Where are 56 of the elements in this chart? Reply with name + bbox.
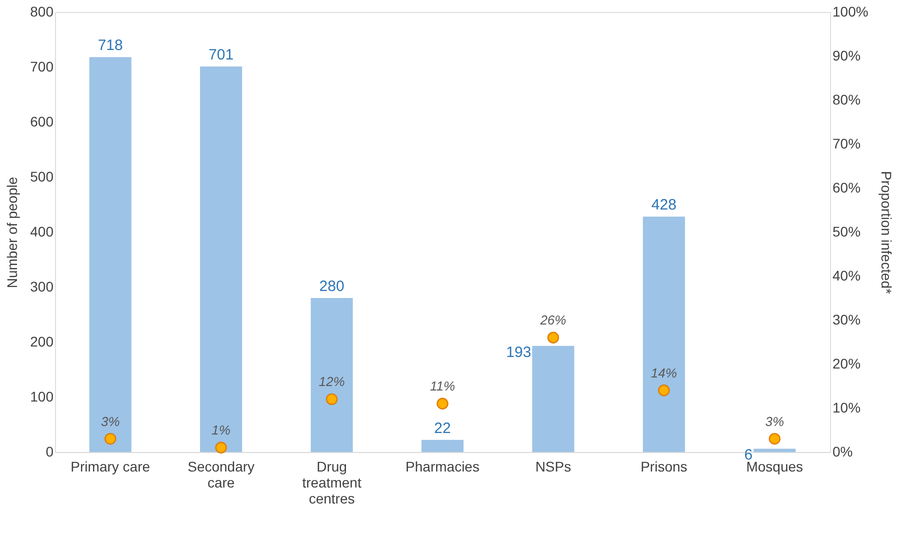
- data-label: 280: [319, 278, 344, 295]
- data-label: 26%: [539, 312, 566, 328]
- y2-tick-label: 80%: [832, 92, 861, 108]
- data-label: 3%: [765, 414, 784, 429]
- bar: [754, 448, 796, 452]
- x-tick-label: Pharmacies: [406, 458, 480, 474]
- bar: [200, 66, 242, 452]
- y2-tick-label: 20%: [832, 356, 861, 372]
- y2-axis-title: Proportion infected*: [878, 171, 894, 295]
- bar: [532, 346, 574, 452]
- point: [658, 384, 670, 396]
- y2-tick-label: 50%: [832, 224, 861, 240]
- point: [768, 432, 780, 445]
- bar: [642, 216, 685, 452]
- y2-tick-label: 100%: [832, 4, 868, 20]
- point: [326, 393, 338, 406]
- x-tick-label: NSPs: [535, 458, 572, 474]
- data-label: 12%: [318, 374, 345, 390]
- x-tick-label: Mosques: [746, 458, 804, 474]
- y-tick-label: 700: [30, 58, 54, 74]
- point: [547, 332, 560, 344]
- bar: [310, 298, 353, 452]
- y2-tick-label: 30%: [832, 312, 861, 328]
- y-tick-label: 400: [30, 224, 54, 240]
- data-label: 701: [208, 46, 234, 64]
- y-tick-label: 800: [30, 4, 54, 20]
- y-tick-label: 500: [30, 168, 54, 184]
- y2-tick-label: 40%: [832, 268, 861, 284]
- x-tick-label: Secondary care: [188, 458, 255, 490]
- x-tick-label: Drug treatment centres: [302, 458, 362, 506]
- point: [104, 432, 116, 445]
- point: [215, 442, 227, 454]
- y-tick-label: 300: [30, 278, 54, 294]
- y2-tick-label: 90%: [832, 48, 861, 64]
- point: [436, 398, 448, 410]
- x-tick-label: Prisons: [640, 458, 688, 474]
- data-label: 718: [98, 37, 123, 54]
- data-label: 14%: [650, 365, 677, 380]
- data-label: 3%: [100, 414, 120, 429]
- y2-tick-label: 0%: [832, 444, 853, 460]
- data-label: 22: [434, 420, 451, 437]
- data-label: 11%: [430, 378, 456, 394]
- data-label: 428: [651, 196, 676, 214]
- y-tick-label: 100: [30, 388, 54, 404]
- y2-tick-label: 60%: [832, 180, 861, 196]
- x-tick-label: Primary care: [70, 458, 150, 474]
- bar: [89, 57, 132, 452]
- y-tick-label: 600: [30, 114, 54, 130]
- data-label: 193: [506, 344, 532, 361]
- y-axis-title: Number of people: [4, 176, 20, 288]
- y-tick-label: 0: [46, 444, 54, 460]
- data-label: 1%: [212, 422, 230, 438]
- y2-tick-label: 70%: [832, 136, 861, 152]
- bar: [421, 440, 464, 452]
- y-tick-label: 200: [30, 334, 54, 350]
- y2-tick-label: 10%: [832, 400, 861, 416]
